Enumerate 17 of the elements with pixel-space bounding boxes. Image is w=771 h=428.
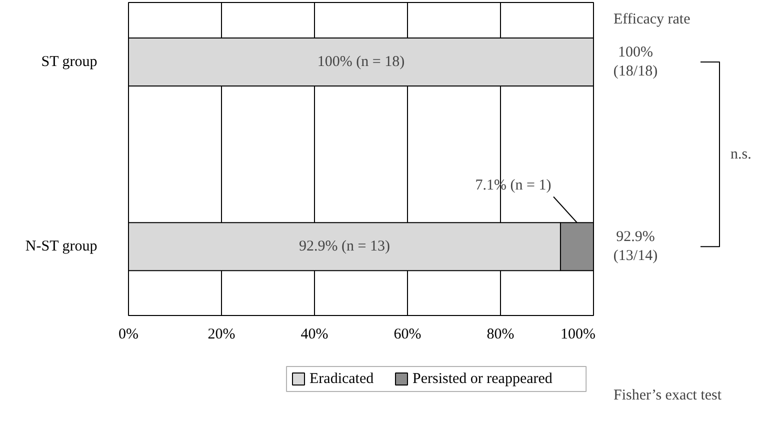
text: Fisher’s exact test <box>614 388 722 404</box>
legend-label: Eradicated <box>310 371 374 387</box>
x-tick-label: 20% <box>208 326 236 342</box>
data-label: 100% (n = 18) <box>317 54 405 70</box>
x-tick-label: 40% <box>300 326 328 342</box>
x-tick-label: 100% <box>560 326 596 342</box>
text: 100% (18/18) <box>613 44 658 80</box>
x-tick-label: 0% <box>118 326 138 342</box>
text: n.s. <box>730 146 752 162</box>
text: Efficacy rate <box>614 12 691 28</box>
y-tick-label: N-ST group <box>25 238 98 255</box>
x-tick-label: 80% <box>486 326 514 342</box>
y-tick-label: ST group <box>41 54 98 70</box>
data-label: 92.9% (n = 13) <box>299 238 390 255</box>
text: 92.9% (13/14) <box>613 229 658 264</box>
x-tick-label: 60% <box>394 326 422 342</box>
legend-label: Persisted or reappeared <box>412 371 553 387</box>
